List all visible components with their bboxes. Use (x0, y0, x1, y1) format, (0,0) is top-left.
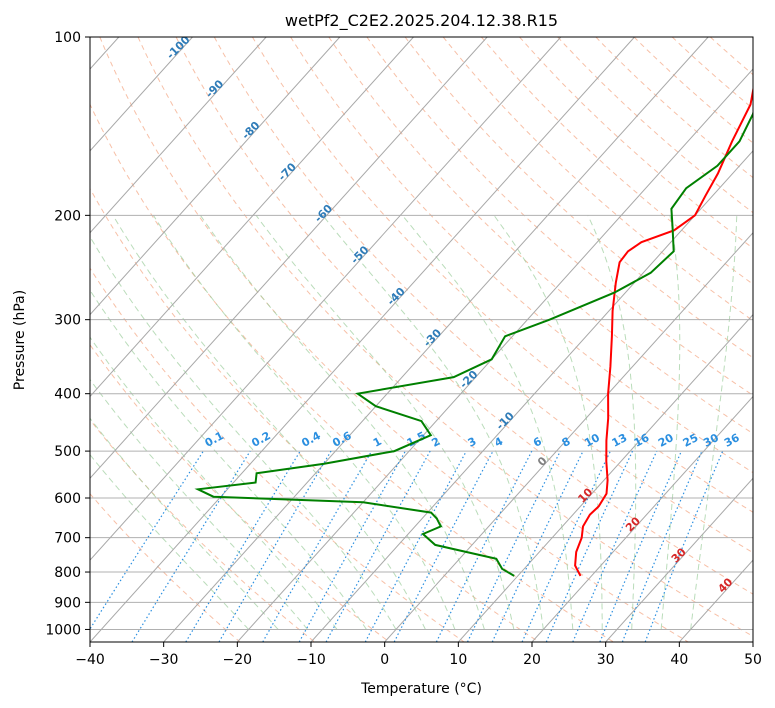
dry-adiabat-line (328, 37, 753, 435)
x-tick-label: −30 (149, 652, 179, 668)
axes: −40 −30 −20 −10 0 10 20 30 40 50 100 200 300 400 500 60… (45, 30, 762, 668)
mixing-ratio-line (599, 450, 682, 642)
x-tick-label: 20 (523, 652, 541, 668)
y-tick-label: 600 (54, 491, 81, 507)
dry-adiabat-line (557, 37, 753, 214)
mixing-ratio-label: 16 (632, 431, 652, 450)
dry-adiabat-line (595, 37, 753, 179)
x-tick-label: 10 (449, 652, 467, 668)
y-tick-label: 700 (54, 531, 81, 547)
y-tick-label: 900 (54, 595, 81, 611)
isotherm-gridline (605, 477, 753, 642)
x-tick-label: −20 (223, 652, 253, 668)
y-tick-label: 100 (54, 30, 81, 46)
isotherm-gridline (90, 37, 635, 642)
x-tick-label: 50 (744, 652, 762, 668)
x-tick-label: −40 (75, 652, 105, 668)
mixing-ratio-line (364, 450, 467, 642)
dry-adiabat-line (90, 343, 390, 642)
isotherm-gridline (310, 150, 753, 642)
isotherm-gridline (90, 37, 414, 398)
mixing-ratio-label: 13 (610, 431, 630, 450)
mixing-ratio-line (131, 450, 251, 642)
mixing-ratio-label: 10 (582, 431, 602, 450)
x-tick-label: 40 (670, 652, 688, 668)
y-tick-label: 300 (54, 313, 81, 329)
temperature-profile-line (574, 85, 753, 577)
chart-title: wetPf2_C2E2.2025.204.12.38.R15 (285, 11, 558, 31)
isotherm-gridline (90, 37, 562, 561)
x-axis-title: Temperature (°C) (360, 681, 482, 697)
x-tick-label: 30 (597, 652, 615, 668)
mixing-ratio-line (298, 450, 406, 642)
mixing-ratio-line (325, 450, 431, 642)
mixing-ratio-label: 25 (681, 431, 701, 450)
isotherm-gridline (531, 395, 753, 642)
moist-adiabat-line (255, 215, 515, 630)
mixing-ratio-line (644, 450, 724, 642)
dry-adiabat-line (175, 37, 753, 595)
mixing-ratio-line (435, 450, 533, 642)
mixing-ratio-line (545, 450, 634, 642)
y-axis-title: Pressure (hPa) (12, 290, 28, 390)
y-tick-label: 400 (54, 387, 81, 403)
isotherm-gridline (90, 37, 488, 480)
isotherm-gridline (236, 68, 753, 642)
y-tick-label: 800 (54, 565, 81, 581)
dry-adiabat-line (213, 37, 753, 554)
dry-adiabat-line (99, 37, 689, 642)
plot-frame (89, 36, 754, 643)
y-tick-label: 500 (54, 444, 81, 460)
isotherm-gridline (163, 37, 709, 642)
isotherm-gridline (90, 37, 341, 316)
dewpoint-profile-line (194, 110, 753, 577)
moist-adiabat-line (90, 453, 249, 630)
y-tick-label: 1000 (45, 622, 81, 638)
dry-adiabat-line (481, 37, 753, 285)
mixing-ratio-line (90, 450, 204, 631)
dry-adiabat-line (442, 37, 753, 322)
x-tick-label: −10 (296, 652, 326, 668)
isotherm-gridline (384, 231, 753, 642)
dry-adiabat-line (137, 37, 753, 637)
moist-adiabat-line (112, 215, 426, 630)
y-tick-label: 200 (54, 208, 81, 224)
mixing-ratio-label: 20 (656, 431, 676, 450)
dry-adiabat-line (90, 103, 614, 642)
mixing-ratio-label: 36 (722, 431, 742, 450)
x-tick-label: 0 (380, 652, 389, 668)
mixing-ratio-label: 30 (701, 431, 721, 450)
mixing-ratio-line (572, 450, 658, 642)
dry-adiabat-line (251, 37, 753, 513)
dry-adiabat-line (90, 267, 465, 642)
mixing-ratio-line (621, 450, 703, 642)
isotherm-gridline (457, 313, 753, 642)
dry-adiabat-line (366, 37, 753, 396)
isotherm-gridline (90, 37, 267, 234)
dry-adiabat-line (90, 493, 241, 642)
isotherm-gridline (90, 37, 193, 152)
